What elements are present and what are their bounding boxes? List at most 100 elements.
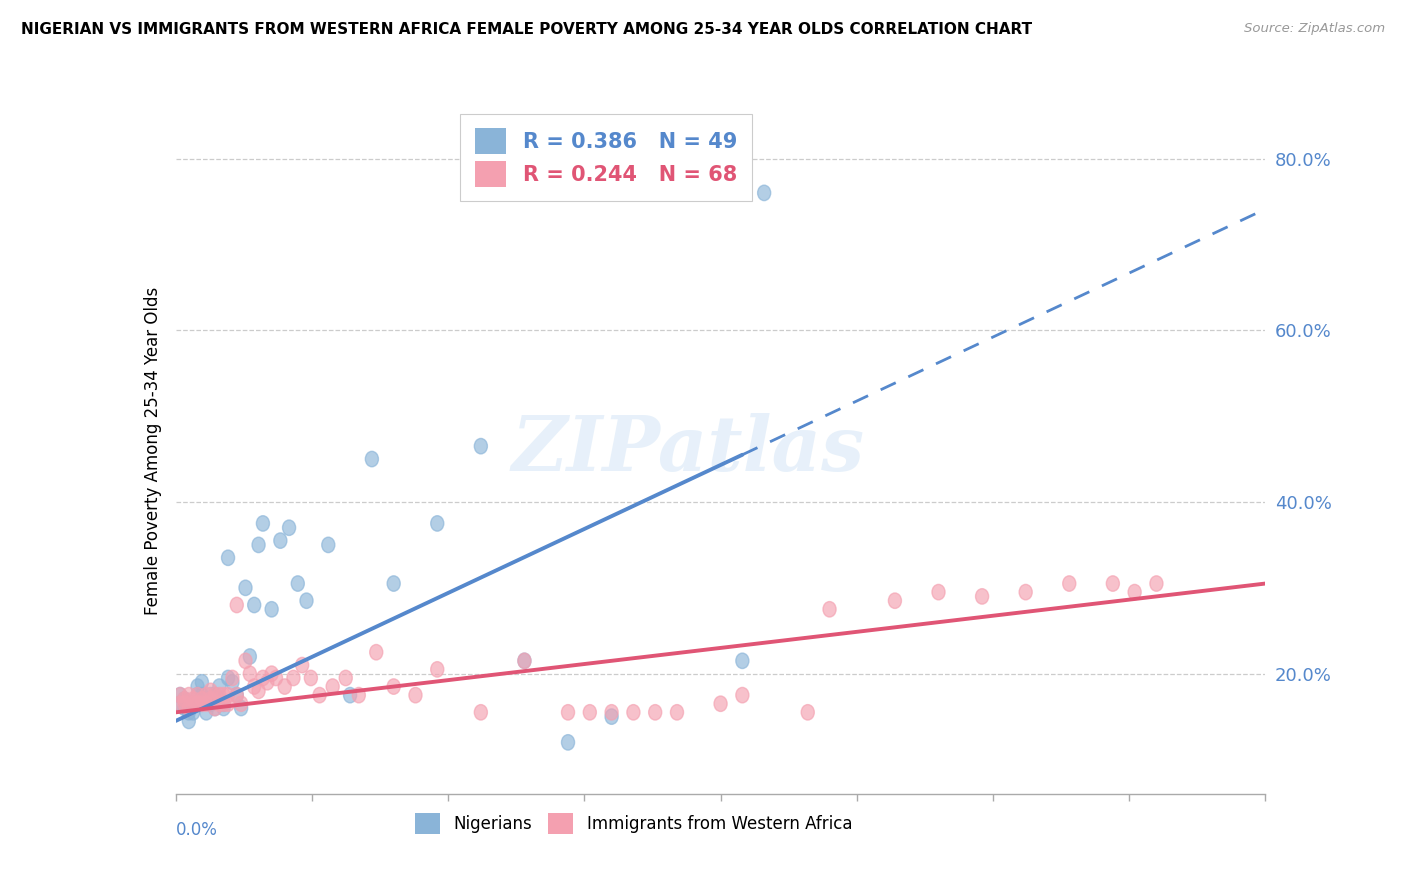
Ellipse shape	[191, 688, 204, 703]
Ellipse shape	[326, 679, 339, 694]
Ellipse shape	[195, 688, 208, 703]
Ellipse shape	[208, 700, 222, 715]
Ellipse shape	[314, 688, 326, 703]
Ellipse shape	[583, 705, 596, 720]
Ellipse shape	[173, 688, 187, 703]
Ellipse shape	[1128, 584, 1142, 599]
Ellipse shape	[1150, 576, 1163, 591]
Ellipse shape	[370, 645, 382, 660]
Ellipse shape	[339, 670, 353, 686]
Ellipse shape	[239, 653, 252, 668]
Ellipse shape	[889, 593, 901, 608]
Ellipse shape	[256, 516, 270, 531]
Ellipse shape	[252, 537, 266, 553]
Ellipse shape	[243, 666, 256, 681]
Ellipse shape	[430, 662, 444, 677]
Ellipse shape	[217, 688, 231, 703]
Ellipse shape	[627, 705, 640, 720]
Ellipse shape	[217, 696, 231, 712]
Ellipse shape	[187, 691, 200, 707]
Ellipse shape	[212, 688, 226, 703]
Ellipse shape	[517, 653, 531, 668]
Ellipse shape	[204, 691, 217, 707]
Ellipse shape	[287, 670, 299, 686]
Ellipse shape	[208, 700, 222, 715]
Ellipse shape	[191, 696, 204, 712]
Ellipse shape	[222, 550, 235, 566]
Ellipse shape	[200, 691, 212, 707]
Ellipse shape	[976, 589, 988, 604]
Ellipse shape	[517, 653, 531, 668]
Ellipse shape	[322, 537, 335, 553]
Ellipse shape	[187, 705, 200, 720]
Ellipse shape	[195, 696, 208, 712]
Ellipse shape	[217, 696, 231, 712]
Ellipse shape	[208, 688, 222, 703]
Ellipse shape	[204, 696, 217, 712]
Ellipse shape	[191, 679, 204, 694]
Ellipse shape	[758, 186, 770, 201]
Ellipse shape	[179, 691, 191, 707]
Text: ZIPatlas: ZIPatlas	[512, 414, 865, 487]
Ellipse shape	[200, 705, 212, 720]
Ellipse shape	[183, 714, 195, 729]
Ellipse shape	[409, 688, 422, 703]
Ellipse shape	[1019, 584, 1032, 599]
Ellipse shape	[714, 696, 727, 712]
Ellipse shape	[183, 705, 195, 720]
Ellipse shape	[299, 593, 314, 608]
Ellipse shape	[212, 696, 226, 712]
Ellipse shape	[217, 700, 231, 715]
Ellipse shape	[195, 674, 208, 690]
Ellipse shape	[231, 688, 243, 703]
Ellipse shape	[239, 580, 252, 596]
Legend: Nigerians, Immigrants from Western Africa: Nigerians, Immigrants from Western Afric…	[415, 814, 852, 834]
Ellipse shape	[179, 696, 191, 712]
Ellipse shape	[387, 679, 401, 694]
Ellipse shape	[561, 705, 575, 720]
Ellipse shape	[243, 648, 256, 665]
Ellipse shape	[247, 598, 260, 613]
Ellipse shape	[183, 688, 195, 703]
Ellipse shape	[605, 709, 619, 724]
Ellipse shape	[353, 688, 366, 703]
Ellipse shape	[266, 601, 278, 617]
Ellipse shape	[208, 688, 222, 703]
Ellipse shape	[187, 696, 200, 712]
Ellipse shape	[1063, 576, 1076, 591]
Ellipse shape	[256, 670, 270, 686]
Ellipse shape	[200, 688, 212, 703]
Ellipse shape	[366, 451, 378, 467]
Ellipse shape	[235, 700, 247, 715]
Ellipse shape	[187, 696, 200, 712]
Ellipse shape	[179, 700, 191, 715]
Ellipse shape	[343, 688, 357, 703]
Ellipse shape	[266, 666, 278, 681]
Ellipse shape	[247, 679, 260, 694]
Ellipse shape	[932, 584, 945, 599]
Ellipse shape	[291, 576, 304, 591]
Ellipse shape	[183, 700, 195, 715]
Ellipse shape	[648, 705, 662, 720]
Ellipse shape	[222, 670, 235, 686]
Ellipse shape	[735, 688, 749, 703]
Ellipse shape	[235, 696, 247, 712]
Text: Source: ZipAtlas.com: Source: ZipAtlas.com	[1244, 22, 1385, 36]
Ellipse shape	[195, 691, 208, 707]
Ellipse shape	[278, 679, 291, 694]
Ellipse shape	[801, 705, 814, 720]
Ellipse shape	[195, 696, 208, 712]
Ellipse shape	[561, 735, 575, 750]
Ellipse shape	[212, 691, 226, 707]
Ellipse shape	[222, 688, 235, 703]
Ellipse shape	[204, 688, 217, 703]
Ellipse shape	[1107, 576, 1119, 591]
Ellipse shape	[671, 705, 683, 720]
Ellipse shape	[179, 691, 191, 707]
Y-axis label: Female Poverty Among 25-34 Year Olds: Female Poverty Among 25-34 Year Olds	[143, 286, 162, 615]
Ellipse shape	[823, 601, 837, 617]
Ellipse shape	[260, 674, 274, 690]
Ellipse shape	[226, 674, 239, 690]
Ellipse shape	[222, 696, 235, 712]
Ellipse shape	[231, 688, 243, 703]
